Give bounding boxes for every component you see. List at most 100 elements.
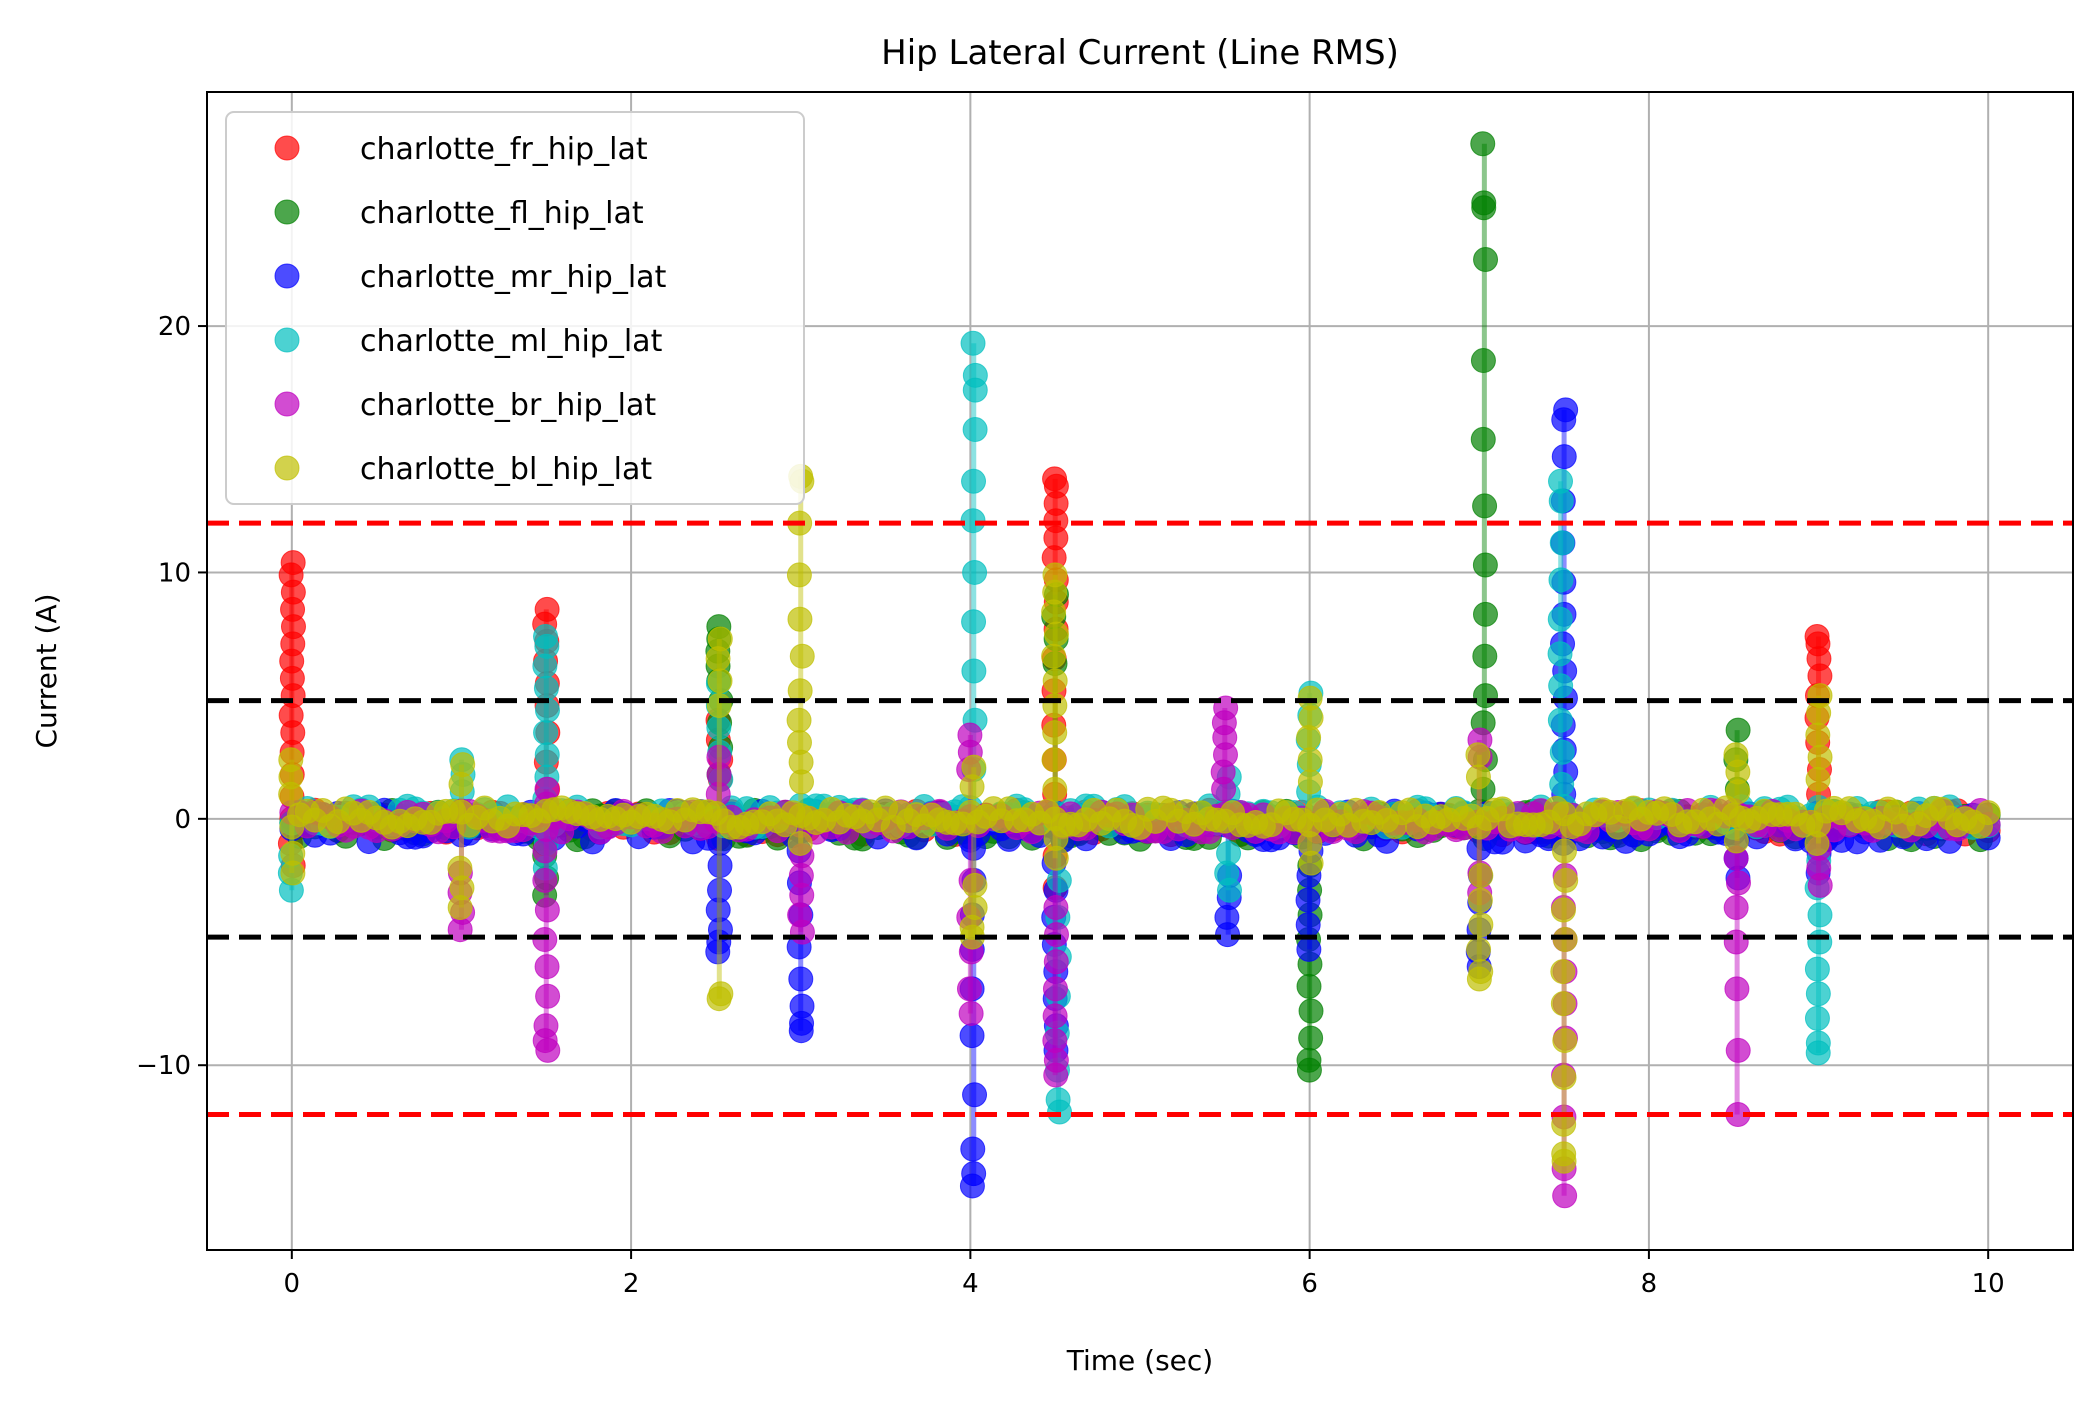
legend-marker-charlotte_br_hip_lat	[274, 391, 300, 417]
legend-box	[225, 111, 805, 505]
data-point	[1042, 720, 1068, 746]
data-point	[1548, 488, 1574, 514]
data-point	[1042, 1028, 1068, 1054]
data-point	[1473, 247, 1499, 273]
data-point	[1547, 641, 1573, 667]
data-point	[1043, 949, 1069, 975]
data-point	[1470, 426, 1496, 452]
series-charlotte_bl_hip_lat	[278, 463, 2001, 1174]
data-point	[1805, 766, 1831, 792]
data-point	[1551, 444, 1577, 470]
data-point	[534, 897, 560, 923]
legend-marker-charlotte_bl_hip_lat	[274, 455, 300, 481]
data-point	[1043, 845, 1069, 871]
data-point	[1042, 776, 1068, 802]
data-point	[961, 609, 987, 635]
data-point	[1297, 769, 1323, 795]
data-point	[1547, 606, 1573, 632]
data-point	[1804, 830, 1830, 856]
data-point	[1549, 771, 1575, 797]
data-point	[1805, 981, 1831, 1007]
data-point	[1550, 959, 1576, 985]
data-point	[958, 1000, 984, 1026]
legend-label-charlotte_bl_hip_lat: charlotte_bl_hip_lat	[360, 452, 652, 487]
data-point	[448, 771, 474, 797]
data-point	[1551, 838, 1577, 864]
data-point	[1295, 887, 1321, 913]
legend-marker-charlotte_fl_hip_lat	[274, 199, 300, 225]
x-tick-label: 4	[962, 1269, 979, 1299]
x-axis-label: Time (sec)	[1066, 1344, 1213, 1377]
data-point	[1465, 764, 1491, 790]
data-point	[789, 993, 815, 1019]
data-point	[1804, 1005, 1830, 1031]
data-point	[960, 1136, 986, 1162]
data-point	[962, 377, 988, 403]
data-point	[708, 981, 734, 1007]
x-tick-label: 6	[1301, 1269, 1318, 1299]
data-point	[1723, 895, 1749, 921]
data-point	[1041, 643, 1067, 669]
x-tick-label: 10	[1972, 1269, 2005, 1299]
data-point	[1725, 717, 1751, 743]
data-point	[1805, 1030, 1831, 1056]
data-point	[1804, 956, 1830, 982]
data-point	[535, 983, 561, 1009]
data-point	[1211, 776, 1237, 802]
data-point	[1472, 643, 1498, 669]
data-point	[533, 1013, 559, 1039]
x-tick-label: 8	[1641, 1269, 1658, 1299]
data-point	[1043, 895, 1069, 921]
data-point	[1472, 552, 1498, 578]
axes-ticks: 0 2 4 6 8 10 −10 0 10 20	[136, 312, 2005, 1299]
data-point	[1216, 840, 1242, 866]
data-point	[532, 867, 558, 893]
data-point	[1552, 1028, 1578, 1054]
data-point	[1042, 1003, 1068, 1029]
data-point	[960, 330, 986, 356]
y-tick-label: 20	[158, 312, 191, 342]
data-point	[278, 781, 304, 807]
data-point	[788, 769, 814, 795]
data-point	[1298, 850, 1324, 876]
data-point	[707, 877, 733, 903]
data-point	[959, 774, 985, 800]
data-point	[1549, 739, 1575, 765]
data-point	[1472, 493, 1498, 519]
data-point	[1550, 991, 1576, 1017]
data-point	[962, 1082, 988, 1108]
y-tick-label: 0	[174, 805, 191, 835]
data-point	[787, 830, 813, 856]
plot-data	[277, 131, 2001, 1209]
data-point	[1724, 976, 1750, 1002]
data-point	[1041, 747, 1067, 773]
legend: charlotte_fr_hip_lat charlotte_fl_hip_lat…	[225, 111, 805, 505]
legend-label-charlotte_ml_hip_lat: charlotte_ml_hip_lat	[360, 324, 663, 359]
data-point	[1551, 1141, 1577, 1167]
data-point	[1550, 897, 1576, 923]
data-point	[962, 559, 988, 585]
data-point	[1470, 348, 1496, 374]
data-point	[1725, 870, 1751, 896]
data-point	[532, 838, 558, 864]
plot-frame	[206, 91, 2074, 1251]
data-point	[787, 606, 813, 632]
data-point	[1553, 867, 1579, 893]
x-tick-label: 0	[284, 1269, 301, 1299]
legend-label-charlotte_fr_hip_lat: charlotte_fr_hip_lat	[360, 132, 648, 167]
data-point	[956, 976, 982, 1002]
legend-label-charlotte_mr_hip_lat: charlotte_mr_hip_lat	[360, 260, 667, 295]
data-point	[1725, 1037, 1751, 1063]
data-point	[1045, 1087, 1071, 1113]
data-point	[1042, 976, 1068, 1002]
data-point	[1551, 1065, 1577, 1091]
data-point	[1723, 828, 1749, 854]
data-point	[788, 966, 814, 992]
data-point	[1551, 407, 1577, 433]
data-point	[1807, 902, 1833, 928]
legend-label-charlotte_br_hip_lat: charlotte_br_hip_lat	[360, 388, 656, 423]
data-point	[1548, 567, 1574, 593]
data-point	[1468, 862, 1494, 888]
data-point	[1547, 707, 1573, 733]
y-axis-label: Current (A)	[30, 593, 63, 748]
